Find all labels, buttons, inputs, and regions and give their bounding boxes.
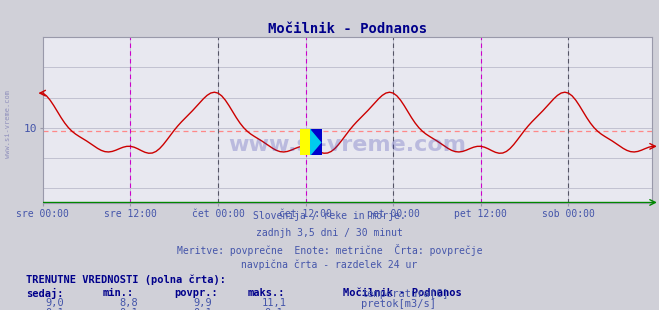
Text: Meritve: povprečne  Enote: metrične  Črta: povprečje: Meritve: povprečne Enote: metrične Črta:… xyxy=(177,244,482,256)
Text: navpična črta - razdelek 24 ur: navpična črta - razdelek 24 ur xyxy=(241,260,418,270)
Text: 0,1: 0,1 xyxy=(265,308,283,310)
Text: Slovenija / reke in morje.: Slovenija / reke in morje. xyxy=(253,211,406,221)
Text: zadnjh 3,5 dni / 30 minut: zadnjh 3,5 dni / 30 minut xyxy=(256,228,403,237)
Polygon shape xyxy=(311,129,322,155)
Text: 11,1: 11,1 xyxy=(262,298,287,308)
Bar xyxy=(300,129,311,155)
Text: 9,0: 9,0 xyxy=(45,298,64,308)
Text: www.si-vreme.com: www.si-vreme.com xyxy=(229,135,467,155)
Text: maks.:: maks.: xyxy=(247,288,285,298)
Text: pretok[m3/s]: pretok[m3/s] xyxy=(361,299,436,309)
Text: 0,1: 0,1 xyxy=(119,308,138,310)
Text: povpr.:: povpr.: xyxy=(175,288,218,298)
Text: www.si-vreme.com: www.si-vreme.com xyxy=(5,90,11,158)
Text: TRENUTNE VREDNOSTI (polna črta):: TRENUTNE VREDNOSTI (polna črta): xyxy=(26,274,226,285)
Text: 9,9: 9,9 xyxy=(193,298,212,308)
Text: sedaj:: sedaj: xyxy=(26,288,64,299)
Text: temperatura[C]: temperatura[C] xyxy=(361,289,449,299)
Text: Močilnik - Podnanos: Močilnik - Podnanos xyxy=(343,288,461,298)
Text: 0,1: 0,1 xyxy=(193,308,212,310)
Polygon shape xyxy=(311,129,322,142)
Text: 8,8: 8,8 xyxy=(119,298,138,308)
Text: 0,1: 0,1 xyxy=(45,308,64,310)
Title: Močilnik - Podnanos: Močilnik - Podnanos xyxy=(268,22,427,36)
Polygon shape xyxy=(311,142,322,155)
Text: min.:: min.: xyxy=(102,288,133,298)
